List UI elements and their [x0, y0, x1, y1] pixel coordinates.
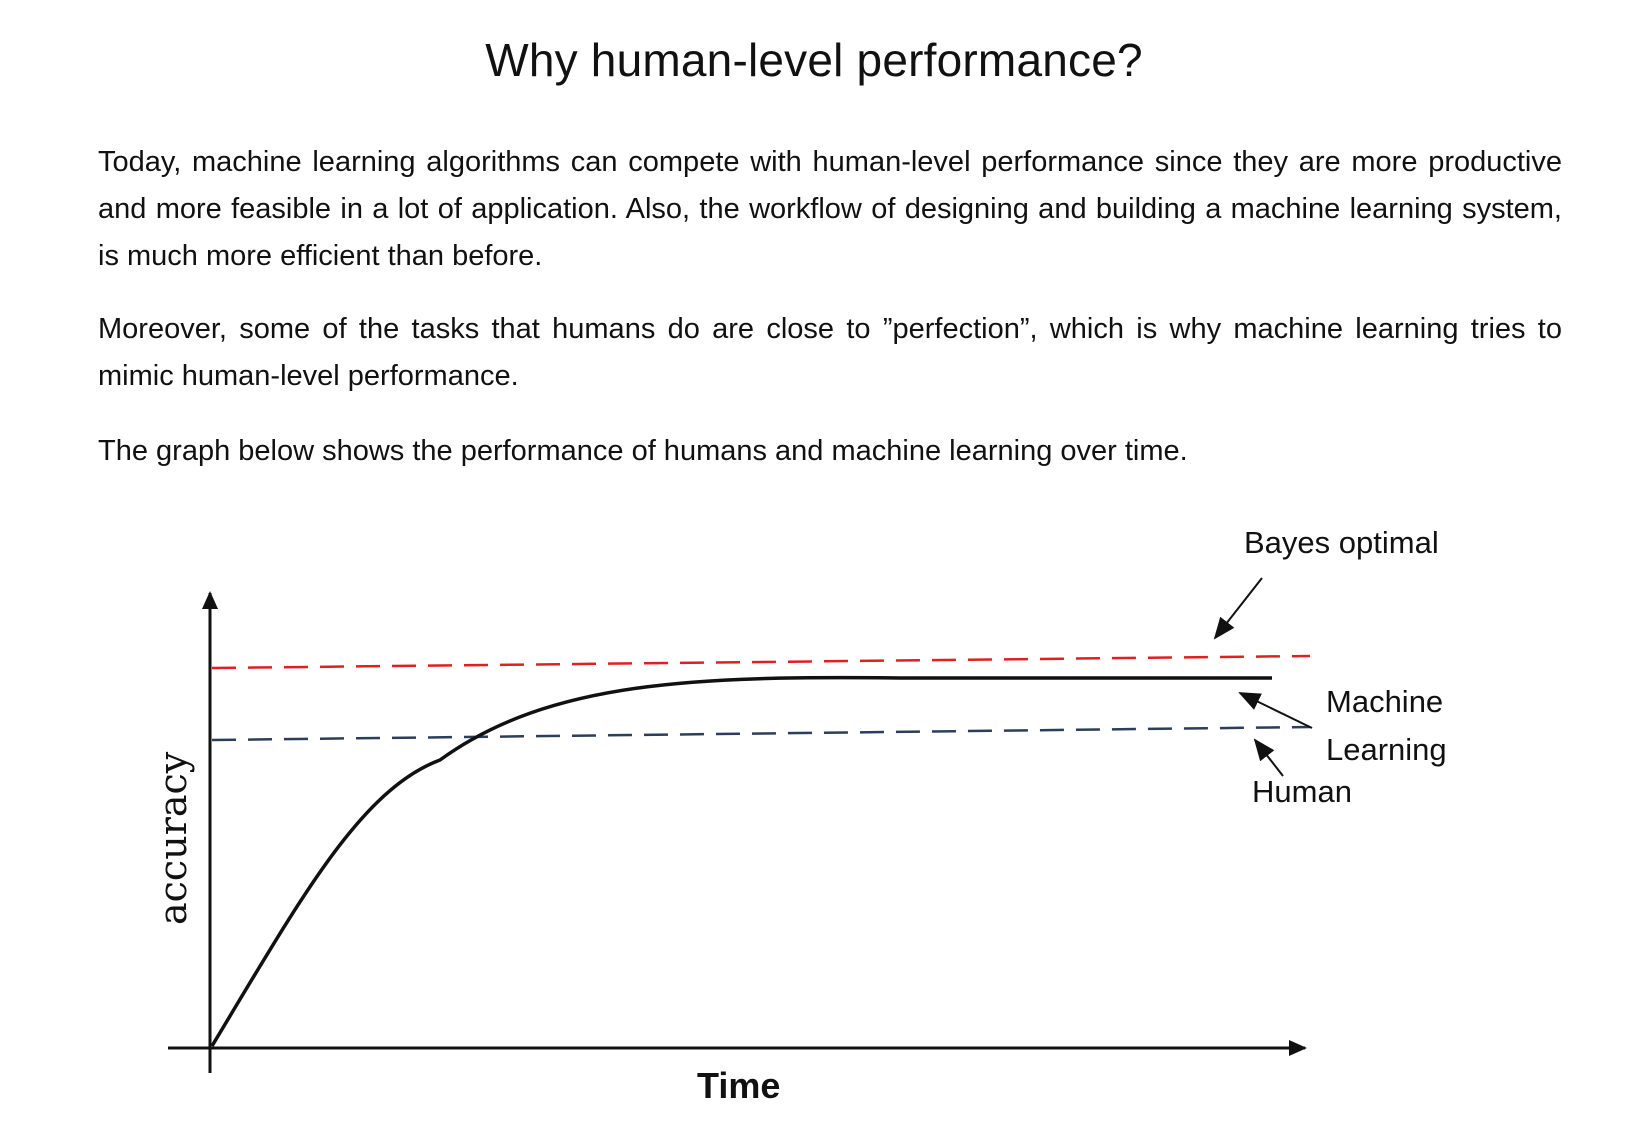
machine-learning-pointer-arrow [1238, 692, 1313, 729]
human-level-line [211, 725, 1311, 742]
human-pointer-arrow [1253, 738, 1284, 777]
human-label: Human [1252, 774, 1352, 809]
graph-intro-paragraph: The graph below shows the performance of… [98, 435, 1188, 467]
machine-learning-curve [210, 675, 1272, 1047]
bayes-optimal-line [211, 654, 1311, 670]
machine-learning-label-line1: Machine [1326, 684, 1443, 719]
bayes-pointer-arrow [1213, 577, 1263, 640]
x-axis-label: Time [697, 1065, 780, 1106]
machine-learning-label-line2: Learning [1326, 732, 1447, 767]
intro-paragraph: Today, machine learning algorithms can c… [98, 146, 1562, 272]
y-axis-label: accuracy [151, 751, 195, 925]
perfection-paragraph: Moreover, some of the tasks that humans … [98, 313, 1562, 392]
bayes-optimal-label: Bayes optimal [1244, 525, 1439, 560]
page-title: Why human-level performance? [485, 33, 1143, 86]
